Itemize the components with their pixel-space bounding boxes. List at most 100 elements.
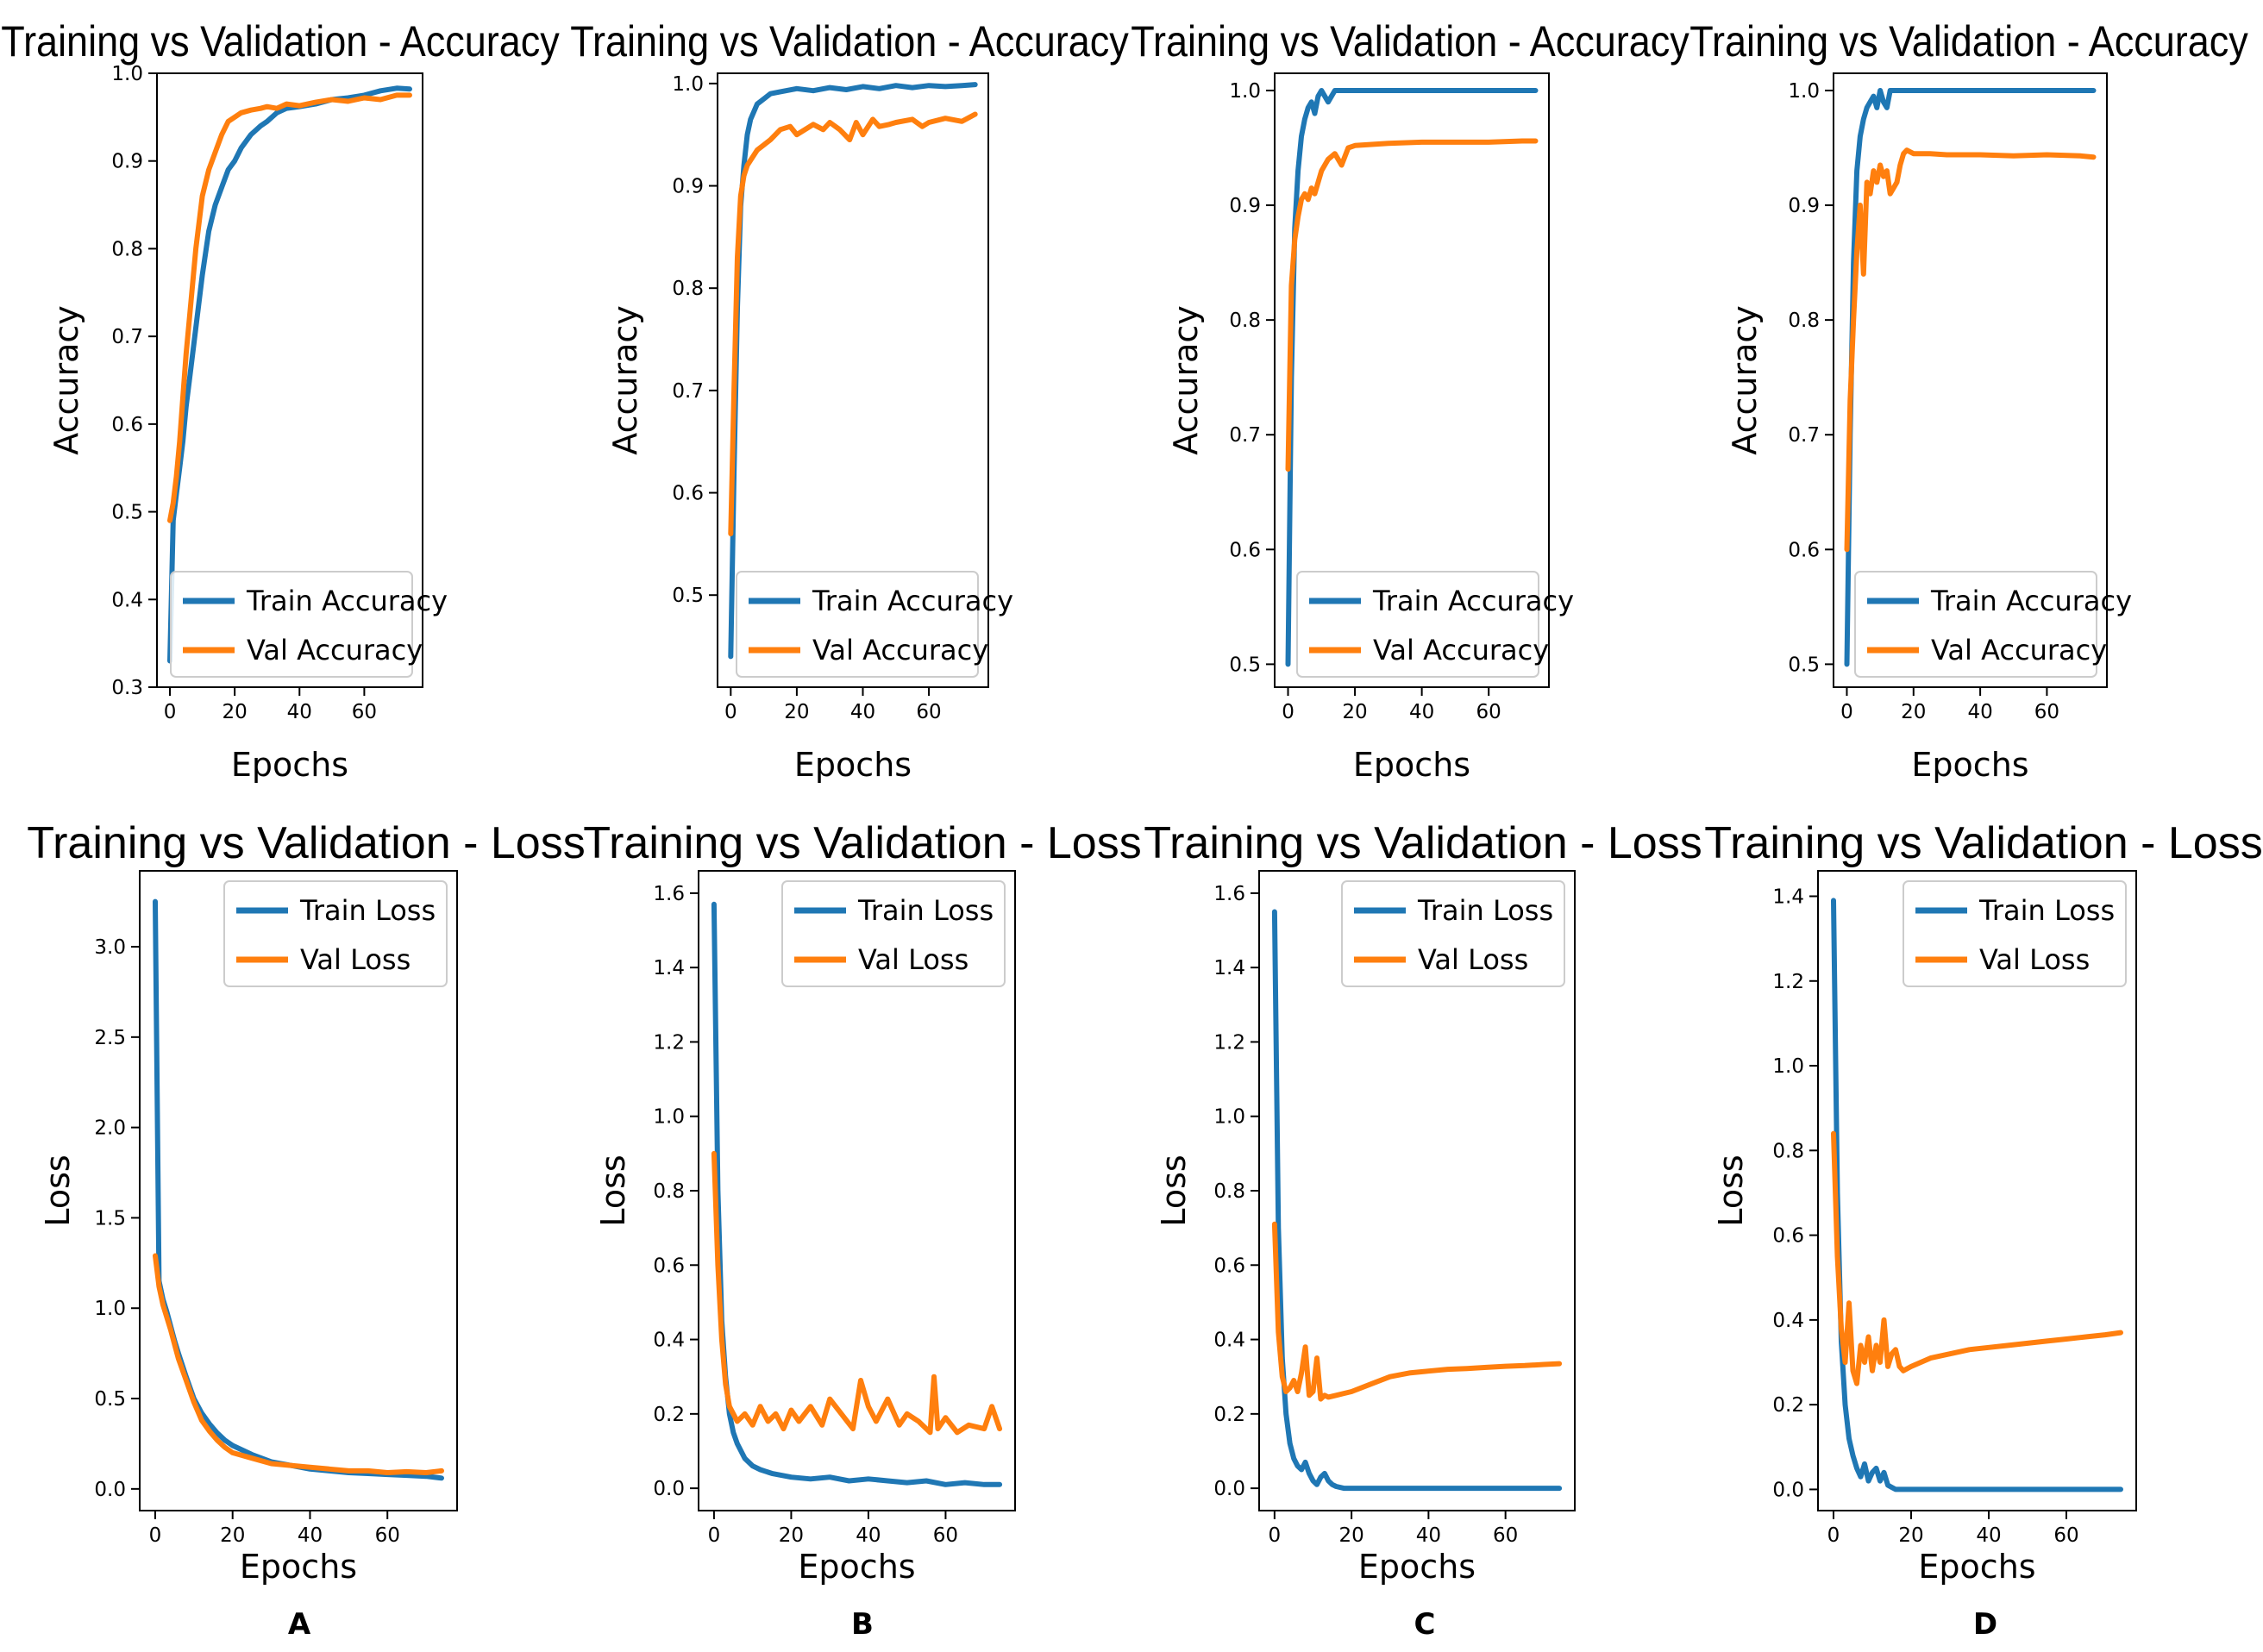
series-line-val-accuracy bbox=[1285, 138, 1539, 472]
panel-A-acc: Training vs Validation - Accuracy 0 20 40 60… bbox=[1, 18, 560, 784]
y-axis-label: Accuracy bbox=[47, 305, 85, 455]
y-tick-label: 0.9 bbox=[1229, 195, 1261, 217]
x-tick-label: 20 bbox=[1342, 701, 1367, 723]
y-tick-label: 0.9 bbox=[111, 151, 143, 173]
legend-label: Val Loss bbox=[1418, 943, 1528, 976]
axes-frame bbox=[717, 72, 989, 688]
y-tick-label: 0.2 bbox=[653, 1404, 685, 1426]
legend: Train Loss Val Loss bbox=[1341, 880, 1565, 987]
x-tick-label: 0 bbox=[1269, 1524, 1282, 1547]
legend-label: Val Accuracy bbox=[1931, 634, 2107, 666]
legend-label: Val Accuracy bbox=[247, 634, 423, 666]
y-tick-label: 0.8 bbox=[111, 238, 143, 260]
legend-label: Val Loss bbox=[1979, 943, 2090, 976]
y-tick-label: 0.8 bbox=[672, 278, 704, 300]
panel-letter-b: B bbox=[851, 1607, 874, 1642]
y-axis-label: Loss bbox=[594, 1155, 632, 1226]
legend: Train Loss Val Loss bbox=[1903, 880, 2127, 987]
panel-letter-c: C bbox=[1414, 1607, 1436, 1642]
series-line-val-accuracy bbox=[728, 111, 978, 536]
panel-title: Training vs Validation - Loss bbox=[1144, 818, 1702, 868]
x-axis-label: Epochs bbox=[1353, 746, 1470, 784]
legend-label: Val Accuracy bbox=[1373, 634, 1549, 666]
y-tick-label: 1.6 bbox=[1213, 883, 1245, 905]
legend: Train Accuracy Val Accuracy bbox=[736, 571, 1013, 678]
x-tick-label: 40 bbox=[1416, 1524, 1441, 1547]
y-tick-label: 0.7 bbox=[1788, 424, 1820, 447]
legend: Train Accuracy Val Accuracy bbox=[170, 571, 448, 678]
x-tick-label: 40 bbox=[850, 701, 875, 723]
y-axis-label: Loss bbox=[1712, 1155, 1750, 1226]
panel-title: Training vs Validation - Accuracy bbox=[1, 18, 560, 66]
y-tick-label: 1.6 bbox=[653, 883, 685, 905]
series-line-train-accuracy bbox=[1285, 88, 1539, 667]
x-axis-label: Epochs bbox=[1911, 746, 2028, 784]
x-tick-label: 20 bbox=[223, 701, 248, 723]
legend-label: Train Accuracy bbox=[1930, 585, 2132, 617]
x-tick-label: 60 bbox=[916, 701, 941, 723]
y-tick-label: 0.9 bbox=[1788, 195, 1820, 217]
y-tick-label: 0.0 bbox=[1772, 1479, 1804, 1501]
y-tick-label: 1.2 bbox=[1772, 971, 1804, 993]
y-tick-label: 0.8 bbox=[1229, 310, 1261, 332]
y-tick-label: 0.9 bbox=[672, 176, 704, 198]
panel-C-acc: Training vs Validation - Accuracy 0 20 40 60… bbox=[1131, 18, 1689, 784]
y-tick-label: 0.4 bbox=[111, 589, 143, 611]
y-tick-label: 0.6 bbox=[653, 1255, 685, 1277]
x-axis-label: Epochs bbox=[798, 1548, 915, 1586]
x-tick-label: 40 bbox=[1967, 701, 1992, 723]
panel-C-loss: Training vs Validation - Loss 0 20 40 60 0.0 0… bbox=[1144, 818, 1702, 1586]
y-axis-label: Accuracy bbox=[1726, 305, 1764, 455]
y-tick-label: 0.6 bbox=[111, 414, 143, 436]
axes-frame bbox=[139, 870, 458, 1511]
y-tick-label: 2.0 bbox=[94, 1117, 126, 1140]
panel-title: Training vs Validation - Accuracy bbox=[1689, 18, 2248, 66]
x-tick-label: 40 bbox=[856, 1524, 881, 1547]
y-tick-label: 0.5 bbox=[672, 585, 704, 607]
x-tick-label: 0 bbox=[708, 1524, 721, 1547]
y-tick-label: 1.0 bbox=[94, 1298, 126, 1320]
legend: Train Loss Val Loss bbox=[781, 880, 1006, 987]
axes-frame bbox=[156, 72, 423, 688]
y-tick-label: 0.0 bbox=[1213, 1478, 1245, 1500]
y-tick-label: 1.0 bbox=[1788, 80, 1820, 103]
y-tick-label: 0.5 bbox=[1788, 654, 1820, 676]
panel-D-loss: Training vs Validation - Loss 0 20 40 60 0.0 0… bbox=[1704, 818, 2262, 1586]
x-tick-label: 0 bbox=[1827, 1524, 1840, 1547]
series-line-train-loss bbox=[1831, 898, 2123, 1492]
y-axis-label: Loss bbox=[1155, 1155, 1193, 1226]
y-tick-label: 2.5 bbox=[94, 1027, 126, 1049]
y-tick-label: 1.5 bbox=[94, 1207, 126, 1230]
panel-letter-d: D bbox=[1973, 1607, 1997, 1642]
x-tick-label: 60 bbox=[1476, 701, 1501, 723]
y-tick-label: 1.0 bbox=[111, 63, 143, 85]
panel-D-acc: Training vs Validation - Accuracy 0 20 40 60… bbox=[1689, 18, 2248, 784]
y-tick-label: 0.6 bbox=[1213, 1255, 1245, 1277]
y-tick-label: 0.5 bbox=[111, 502, 143, 524]
legend: Train Accuracy Val Accuracy bbox=[1296, 571, 1574, 678]
axes-frame bbox=[1817, 870, 2137, 1511]
x-tick-label: 20 bbox=[784, 701, 809, 723]
x-tick-label: 60 bbox=[2034, 701, 2059, 723]
y-tick-label: 1.0 bbox=[1229, 80, 1261, 103]
y-tick-label: 0.5 bbox=[1229, 654, 1261, 676]
legend: Train Loss Val Loss bbox=[223, 880, 448, 987]
x-axis-label: Epochs bbox=[794, 746, 912, 784]
legend-label: Train Loss bbox=[299, 894, 436, 927]
legend-label: Train Accuracy bbox=[812, 585, 1013, 617]
series-line-train-loss bbox=[1271, 909, 1563, 1492]
y-tick-label: 1.4 bbox=[653, 957, 685, 979]
y-tick-label: 0.7 bbox=[111, 326, 143, 348]
y-tick-label: 0.7 bbox=[672, 380, 704, 403]
x-axis-label: Epochs bbox=[1918, 1548, 2035, 1586]
x-tick-label: 20 bbox=[779, 1524, 804, 1547]
series-line-train-loss bbox=[153, 898, 444, 1481]
x-tick-label: 0 bbox=[724, 701, 737, 723]
panel-title: Training vs Validation - Accuracy bbox=[570, 18, 1129, 66]
axes-frame bbox=[1274, 72, 1550, 688]
series-line-val-loss bbox=[1271, 1221, 1563, 1402]
y-tick-label: 0.6 bbox=[1788, 539, 1820, 561]
x-tick-label: 60 bbox=[375, 1524, 400, 1547]
x-tick-label: 60 bbox=[933, 1524, 958, 1547]
